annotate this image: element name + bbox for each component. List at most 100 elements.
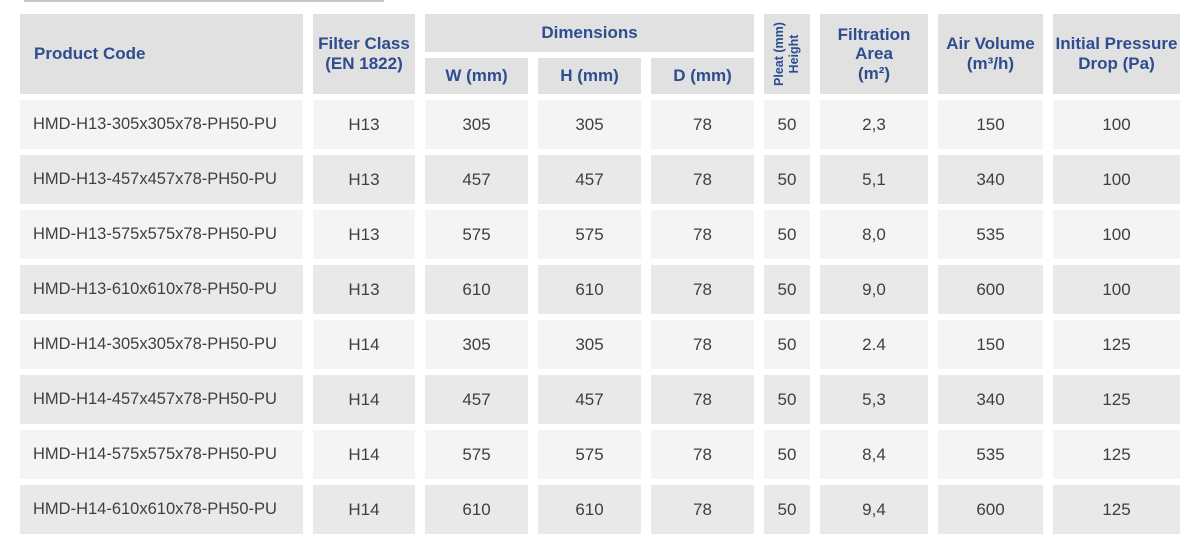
cell-width: 305 <box>425 320 528 369</box>
cell-filtration-area: 8,4 <box>820 430 928 479</box>
cell-height: 610 <box>538 485 641 534</box>
cell-depth: 78 <box>651 320 754 369</box>
cell-width: 305 <box>425 100 528 149</box>
cell-width: 457 <box>425 375 528 424</box>
col-header-label: D (mm) <box>673 66 732 86</box>
cell-pleat-height: 50 <box>764 265 810 314</box>
cell-product-code: HMD-H14-457x457x78-PH50-PU <box>20 375 303 424</box>
cell-filtration-area: 2.4 <box>820 320 928 369</box>
cell-product-code: HMD-H14-610x610x78-PH50-PU <box>20 485 303 534</box>
rotated-header-label: Pleat (mm) Height <box>772 22 801 86</box>
cell-depth: 78 <box>651 375 754 424</box>
col-header-label: Product Code <box>34 44 146 64</box>
col-header-filter-class: Filter Class (EN 1822) <box>313 14 415 94</box>
cell-width: 457 <box>425 155 528 204</box>
cell-filter-class: H13 <box>313 155 415 204</box>
cell-height: 575 <box>538 430 641 479</box>
cell-air-volume: 150 <box>938 100 1043 149</box>
cell-pleat-height: 50 <box>764 100 810 149</box>
col-header-air-volume: Air Volume (m³/h) <box>938 14 1043 94</box>
cropped-edge-artifact <box>24 0 384 2</box>
cell-air-volume: 600 <box>938 265 1043 314</box>
col-header-product-code: Product Code <box>20 14 303 94</box>
cell-air-volume: 535 <box>938 430 1043 479</box>
cell-air-volume: 600 <box>938 485 1043 534</box>
cell-filter-class: H14 <box>313 320 415 369</box>
col-group-header-dimensions: Dimensions <box>425 14 754 52</box>
cell-pressure-drop: 125 <box>1053 485 1180 534</box>
col-header-pleat-height: Pleat (mm) Height <box>764 14 810 94</box>
cell-pleat-height: 50 <box>764 375 810 424</box>
col-header-label: Air Volume <box>946 34 1035 54</box>
cell-depth: 78 <box>651 485 754 534</box>
cell-product-code: HMD-H14-575x575x78-PH50-PU <box>20 430 303 479</box>
cell-pressure-drop: 125 <box>1053 430 1180 479</box>
cell-air-volume: 340 <box>938 375 1043 424</box>
col-header-height: H (mm) <box>538 58 641 94</box>
cell-filtration-area: 2,3 <box>820 100 928 149</box>
cell-width: 610 <box>425 485 528 534</box>
cell-filtration-area: 5,3 <box>820 375 928 424</box>
cell-filtration-area: 5,1 <box>820 155 928 204</box>
cell-height: 305 <box>538 320 641 369</box>
col-header-label: (EN 1822) <box>325 54 403 73</box>
col-header-label: W (mm) <box>445 66 508 86</box>
col-header-label: Drop (Pa) <box>1078 54 1155 73</box>
cell-width: 610 <box>425 265 528 314</box>
cell-pleat-height: 50 <box>764 430 810 479</box>
cell-height: 457 <box>538 155 641 204</box>
col-header-initial-pressure-drop: Initial Pressure Drop (Pa) <box>1053 14 1180 94</box>
cell-filter-class: H13 <box>313 210 415 259</box>
cell-pleat-height: 50 <box>764 155 810 204</box>
col-header-label: Area <box>855 44 893 64</box>
cell-filter-class: H13 <box>313 100 415 149</box>
col-header-label: Initial Pressure <box>1055 34 1178 54</box>
cell-pleat-height: 50 <box>764 210 810 259</box>
col-header-depth: D (mm) <box>651 58 754 94</box>
cell-pressure-drop: 100 <box>1053 100 1180 149</box>
cell-width: 575 <box>425 430 528 479</box>
cell-product-code: HMD-H14-305x305x78-PH50-PU <box>20 320 303 369</box>
col-header-label: (m²) <box>857 63 891 83</box>
filter-spec-table: Product Code Filter Class (EN 1822) Dime… <box>20 14 1180 534</box>
cell-filtration-area: 8,0 <box>820 210 928 259</box>
cell-pressure-drop: 125 <box>1053 375 1180 424</box>
cell-air-volume: 535 <box>938 210 1043 259</box>
cell-product-code: HMD-H13-305x305x78-PH50-PU <box>20 100 303 149</box>
cell-height: 457 <box>538 375 641 424</box>
cell-pressure-drop: 100 <box>1053 210 1180 259</box>
cell-product-code: HMD-H13-610x610x78-PH50-PU <box>20 265 303 314</box>
cell-depth: 78 <box>651 265 754 314</box>
cell-filter-class: H14 <box>313 485 415 534</box>
col-header-width: W (mm) <box>425 58 528 94</box>
cell-pressure-drop: 125 <box>1053 320 1180 369</box>
col-header-label: (m³/h) <box>966 54 1015 73</box>
col-header-filtration-area: Filtration Area (m²) <box>820 14 928 94</box>
cell-air-volume: 340 <box>938 155 1043 204</box>
cell-filter-class: H14 <box>313 430 415 479</box>
cell-product-code: HMD-H13-457x457x78-PH50-PU <box>20 155 303 204</box>
cell-product-code: HMD-H13-575x575x78-PH50-PU <box>20 210 303 259</box>
cell-depth: 78 <box>651 210 754 259</box>
cell-pressure-drop: 100 <box>1053 155 1180 204</box>
cell-depth: 78 <box>651 155 754 204</box>
cell-width: 575 <box>425 210 528 259</box>
cell-pleat-height: 50 <box>764 320 810 369</box>
col-header-label: Filtration <box>837 24 911 44</box>
cell-filter-class: H13 <box>313 265 415 314</box>
cell-pressure-drop: 100 <box>1053 265 1180 314</box>
cell-depth: 78 <box>651 430 754 479</box>
cell-pleat-height: 50 <box>764 485 810 534</box>
cell-depth: 78 <box>651 100 754 149</box>
col-header-label: Filter Class <box>318 34 410 54</box>
col-header-label: Dimensions <box>541 23 638 43</box>
cell-filter-class: H14 <box>313 375 415 424</box>
cell-filtration-area: 9,0 <box>820 265 928 314</box>
cell-air-volume: 150 <box>938 320 1043 369</box>
cell-filtration-area: 9,4 <box>820 485 928 534</box>
cell-height: 305 <box>538 100 641 149</box>
cell-height: 575 <box>538 210 641 259</box>
cell-height: 610 <box>538 265 641 314</box>
col-header-label: H (mm) <box>560 66 619 86</box>
